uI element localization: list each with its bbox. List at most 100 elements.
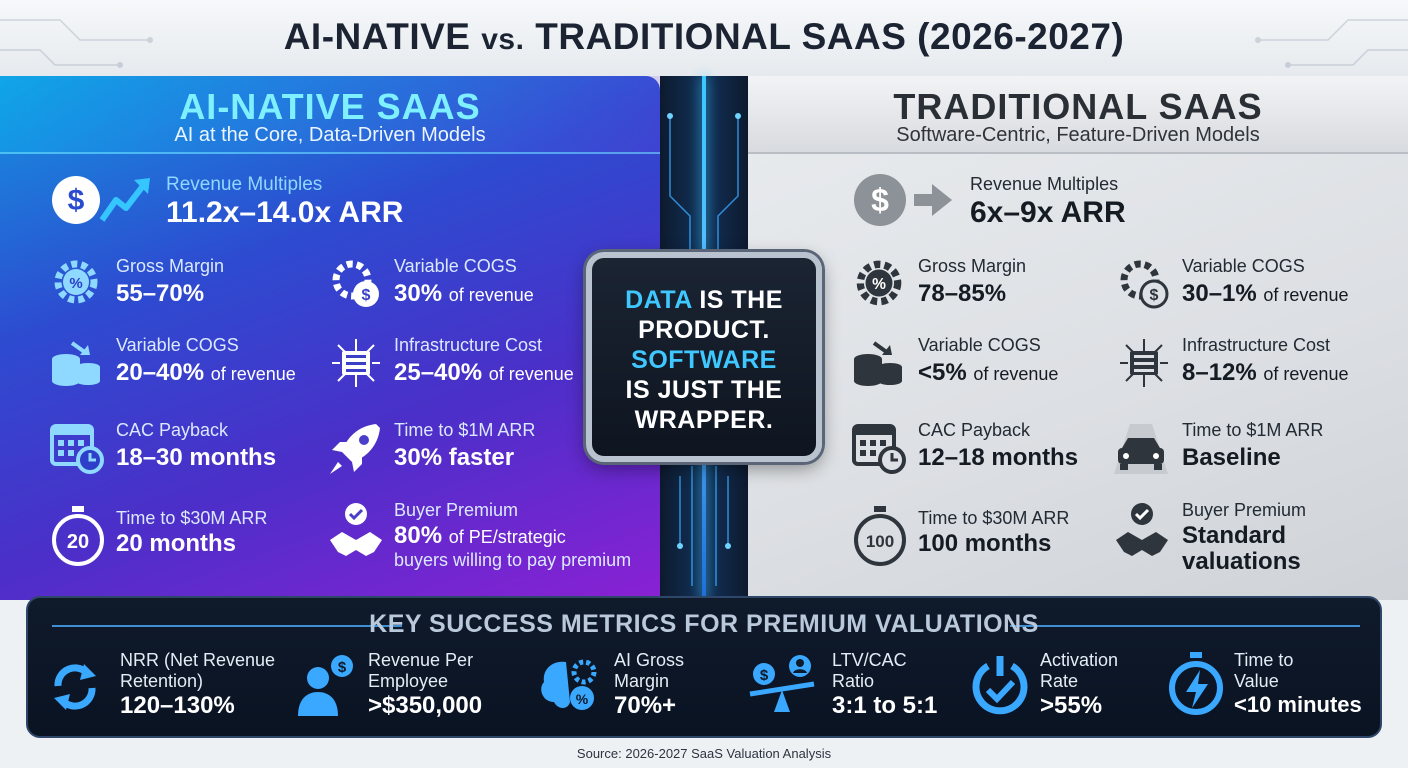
metric-extra: valuations bbox=[1182, 548, 1301, 575]
server-network-icon bbox=[332, 339, 380, 387]
metric-value: 20–40% bbox=[116, 359, 205, 386]
title-bar: AI-NATIVE vs. TRADITIONAL SAAS (2026-202… bbox=[0, 0, 1408, 76]
metric-label: Value bbox=[1234, 671, 1279, 691]
metric-value: 78–85% bbox=[918, 280, 1007, 307]
metric-label: Revenue Multiples bbox=[166, 174, 323, 195]
metric-label: Buyer Premium bbox=[1182, 500, 1307, 520]
metric-extra: buyers willing to pay premium bbox=[394, 550, 632, 570]
metric-value: 55–70% bbox=[116, 280, 205, 307]
ai-native-panel: AI-NATIVE SAAS AI at the Core, Data-Driv… bbox=[0, 76, 660, 600]
ai-native-subtitle: AI at the Core, Data-Driven Models bbox=[174, 124, 486, 146]
svg-text:%: % bbox=[576, 691, 589, 707]
metric-value: 30% faster bbox=[394, 444, 515, 471]
metric-label: Variable COGS bbox=[116, 335, 239, 355]
stopwatch-badge: 20 bbox=[67, 531, 89, 553]
metric-label: Gross Margin bbox=[116, 256, 225, 276]
center-statement: DATA IS THE PRODUCT. SOFTWARE IS JUST TH… bbox=[586, 252, 822, 462]
metric-label: Employee bbox=[368, 671, 449, 691]
svg-text:$: $ bbox=[68, 184, 85, 217]
metric-label: LTV/CAC bbox=[832, 650, 907, 670]
metric-label: Variable COGS bbox=[394, 256, 517, 276]
ai-native-header: AI-NATIVE SAAS AI at the Core, Data-Driv… bbox=[0, 76, 660, 154]
dollar-growth-icon: $ bbox=[52, 176, 150, 224]
metric-value: 12–18 months bbox=[918, 444, 1079, 471]
balance-scale-icon: $ bbox=[749, 655, 815, 712]
metric-label: Variable COGS bbox=[1182, 256, 1305, 276]
metric-label: Gross Margin bbox=[918, 256, 1027, 276]
metric-label: Time to $1M ARR bbox=[1182, 420, 1324, 440]
metric-value: >$350,000 bbox=[368, 692, 483, 719]
statement-accent-software: SOFTWARE bbox=[631, 346, 777, 374]
title-part-ai-native: AI-NATIVE bbox=[283, 16, 471, 57]
metric-value: 6x–9x ARR bbox=[970, 196, 1126, 229]
rocket-icon bbox=[330, 424, 380, 474]
metric-value: Baseline bbox=[1182, 444, 1281, 471]
svg-text:%: % bbox=[69, 275, 82, 292]
metric-value: 80% bbox=[394, 522, 443, 549]
metric-value: <10 minutes bbox=[1234, 692, 1362, 717]
coins-stack-icon bbox=[52, 341, 100, 386]
metric-value: 8–12% bbox=[1182, 359, 1257, 386]
traditional-header: TRADITIONAL SAAS Software-Centric, Featu… bbox=[748, 76, 1408, 154]
metric-label: NRR (Net Revenue bbox=[120, 650, 276, 670]
circuit-decoration-icon bbox=[1255, 19, 1408, 68]
metric-value: Standard bbox=[1182, 522, 1287, 549]
metric-value: 100 months bbox=[918, 530, 1052, 557]
metric-value: 11.2x–14.0x ARR bbox=[166, 196, 404, 229]
circuit-lines-icon bbox=[667, 113, 741, 586]
metric-label: Infrastructure Cost bbox=[394, 335, 543, 355]
stopwatch-icon: 100 bbox=[854, 506, 906, 566]
metric-value: 20 months bbox=[116, 530, 237, 557]
statement-text: IS JUST THE bbox=[625, 376, 783, 404]
metric-label: AI Gross bbox=[614, 650, 685, 670]
gear-dollar-icon: $ bbox=[1120, 260, 1169, 309]
key-metrics-title: KEY SUCCESS METRICS FOR PREMIUM VALUATIO… bbox=[369, 610, 1039, 638]
divider bbox=[1010, 625, 1360, 627]
svg-text:$: $ bbox=[362, 287, 371, 304]
svg-text:%: % bbox=[872, 276, 886, 293]
metric-value: 70%+ bbox=[614, 692, 677, 719]
metric-label: Ratio bbox=[832, 671, 875, 691]
metric-suffix: of PE/strategic bbox=[448, 527, 566, 547]
metric-label: Revenue Multiples bbox=[970, 174, 1119, 194]
metric-value: 30% bbox=[394, 280, 443, 307]
metric-label: Infrastructure Cost bbox=[1182, 335, 1331, 355]
calendar-clock-icon bbox=[852, 424, 906, 474]
metric-label: CAC Payback bbox=[116, 420, 229, 440]
statement-text: WRAPPER. bbox=[634, 406, 774, 434]
traditional-subtitle: Software-Centric, Feature-Driven Models bbox=[896, 124, 1260, 146]
traditional-panel: TRADITIONAL SAAS Software-Centric, Featu… bbox=[748, 76, 1408, 600]
power-check-icon bbox=[972, 656, 1028, 715]
stopwatch-icon: 20 bbox=[52, 506, 104, 566]
svg-text:$: $ bbox=[871, 182, 889, 218]
statement-text: IS THE bbox=[699, 286, 783, 314]
handshake-badge-icon bbox=[1116, 503, 1168, 556]
stopwatch-bolt-icon bbox=[1169, 652, 1223, 715]
source-note: Source: 2026-2027 SaaS Valuation Analysi… bbox=[576, 746, 832, 761]
brain-gear-icon: % bbox=[541, 659, 597, 710]
stopwatch-badge: 100 bbox=[866, 532, 894, 551]
metric-label: Margin bbox=[614, 671, 670, 691]
dollar-arrow-icon: $ bbox=[854, 174, 952, 226]
ai-native-heading: AI-NATIVE SAAS bbox=[179, 86, 481, 127]
statement-accent-data: DATA bbox=[625, 286, 692, 314]
circuit-decoration-icon bbox=[0, 19, 153, 68]
divider bbox=[52, 625, 402, 627]
title-vs: vs. bbox=[481, 23, 525, 56]
metric-label: Activation bbox=[1040, 650, 1119, 670]
metric-label: Time to bbox=[1234, 650, 1294, 670]
metric-value: 120–130% bbox=[120, 692, 235, 719]
metric-label: Time to $30M ARR bbox=[116, 508, 268, 528]
car-road-icon bbox=[1114, 424, 1168, 474]
metric-value: <5% bbox=[918, 359, 967, 386]
metric-label: Rate bbox=[1040, 671, 1079, 691]
metric-suffix: of revenue bbox=[973, 364, 1059, 384]
calendar-clock-icon bbox=[50, 424, 104, 474]
metric-suffix: of revenue bbox=[448, 285, 534, 305]
statement-text: PRODUCT. bbox=[638, 316, 770, 344]
employee-dollar-icon: $ bbox=[298, 655, 353, 716]
metric-label: Time to $30M ARR bbox=[918, 508, 1070, 528]
svg-text:$: $ bbox=[760, 667, 769, 684]
svg-text:$: $ bbox=[338, 659, 347, 676]
metric-label: Revenue Per bbox=[368, 650, 474, 670]
